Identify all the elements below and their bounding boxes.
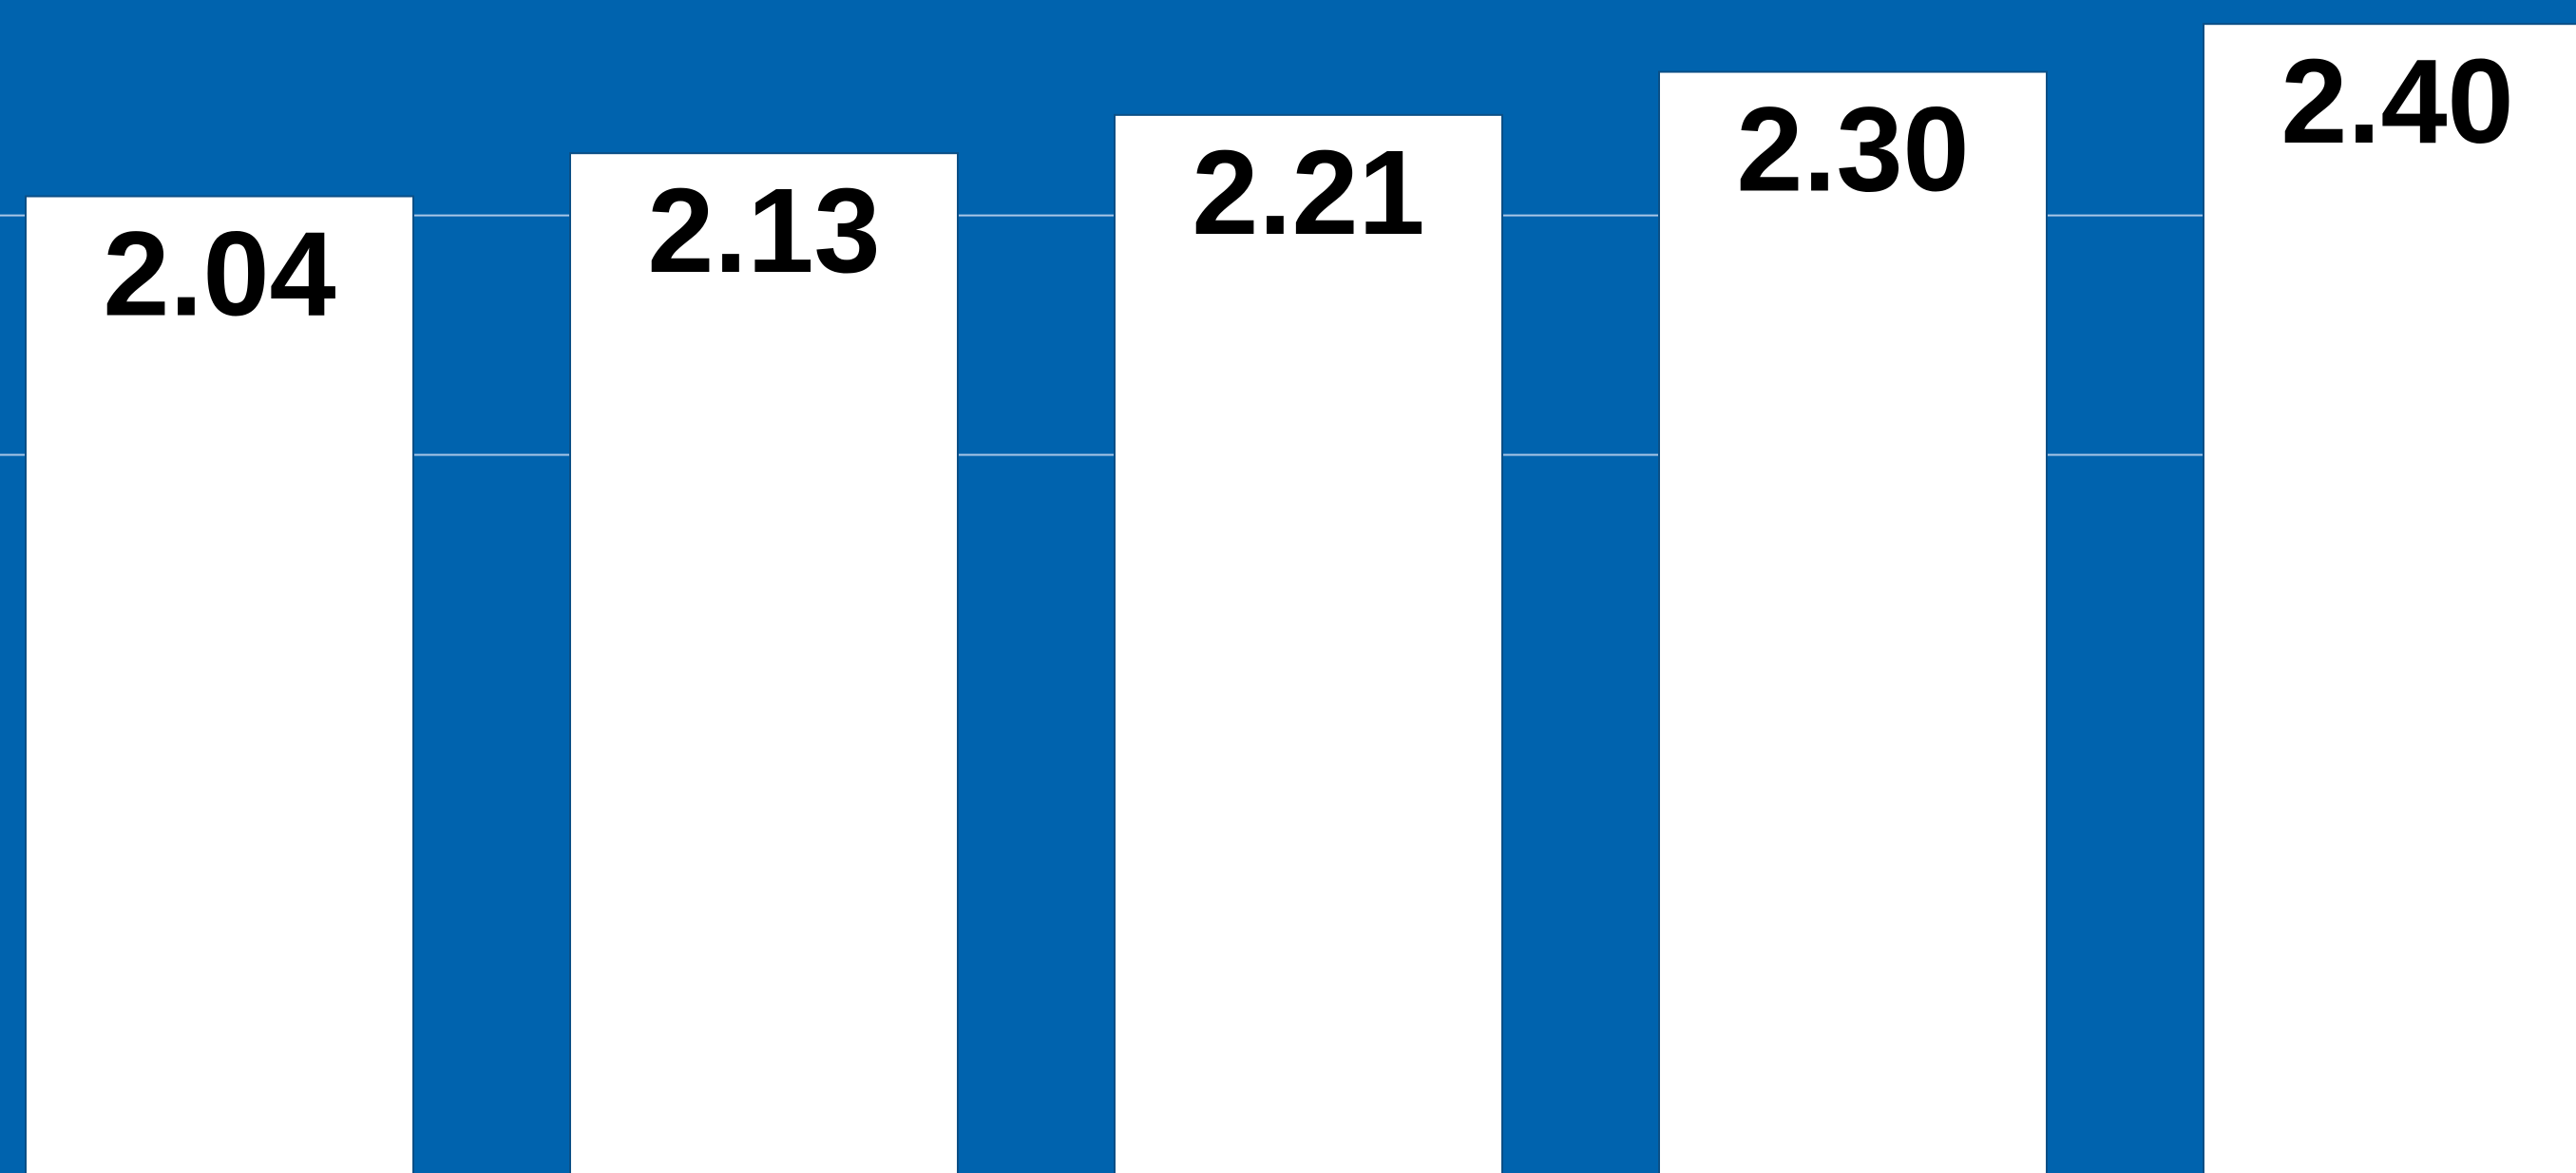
bar-1 bbox=[25, 195, 414, 1173]
bar-5 bbox=[2203, 23, 2576, 1173]
data-label-3: 2.21 bbox=[1192, 125, 1424, 260]
data-label-4: 2.30 bbox=[1736, 83, 1969, 217]
bar-2 bbox=[569, 152, 959, 1173]
bar-3 bbox=[1114, 113, 1503, 1173]
data-label-5: 2.40 bbox=[2280, 34, 2513, 168]
data-label-1: 2.04 bbox=[103, 207, 335, 341]
bar-4 bbox=[1658, 70, 2048, 1173]
bars bbox=[25, 23, 2576, 1173]
data-labels: 2.04 2.13 2.21 2.30 2.40 bbox=[103, 34, 2513, 340]
data-label-2: 2.13 bbox=[647, 163, 880, 298]
